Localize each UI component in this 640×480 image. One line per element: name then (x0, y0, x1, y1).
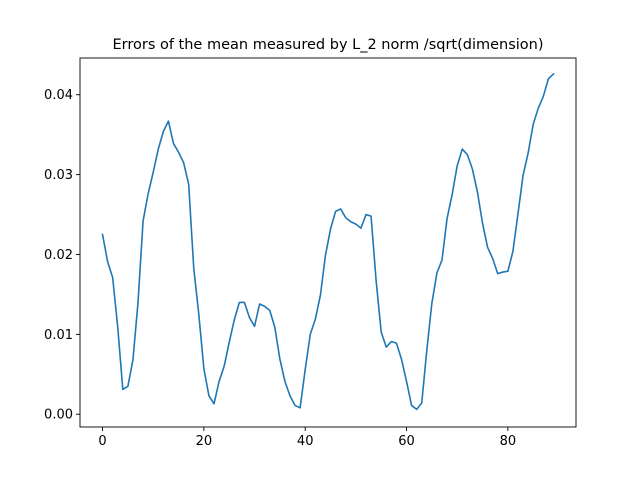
x-tick-label: 40 (297, 434, 314, 449)
chart-title: Errors of the mean measured by L_2 norm … (112, 37, 543, 53)
x-tick-label: 20 (196, 434, 213, 449)
y-tick-label: 0.01 (44, 328, 73, 343)
y-tick-label: 0.00 (44, 408, 73, 423)
axes-frame (79, 57, 577, 428)
x-tick-label: 0 (98, 434, 106, 449)
y-tick-label: 0.02 (44, 248, 73, 263)
x-tick-label: 60 (398, 434, 415, 449)
y-tick-label: 0.04 (44, 88, 73, 103)
x-tick-label: 80 (500, 434, 517, 449)
series-line (101, 72, 555, 411)
plot-area: 0 20 40 60 80 0.00 0.01 0.02 0.03 0.04 (44, 57, 577, 449)
y-tick-label: 0.03 (44, 168, 73, 183)
